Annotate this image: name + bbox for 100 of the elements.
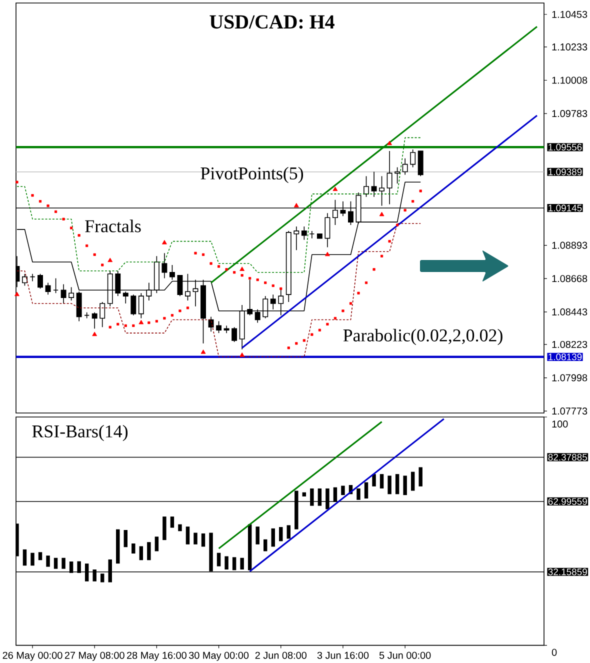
- point: [54, 210, 58, 213]
- y-tick-label: 1.08668: [552, 275, 588, 282]
- point: [280, 287, 282, 290]
- x-tick-label: 27 May 08:00: [64, 652, 124, 661]
- y-tick-label: 1.09783: [552, 110, 588, 118]
- ref-line-label: 32.15859: [548, 568, 587, 576]
- point: [412, 200, 414, 203]
- point: [148, 321, 150, 324]
- y-tick-label: 1.10008: [552, 76, 588, 84]
- annotation: Parabolic(0.02,2,0.02): [343, 328, 502, 346]
- candlestick: [130, 294, 136, 316]
- candlestick: [402, 158, 408, 176]
- candlestick: [301, 226, 307, 240]
- candlestick: [60, 284, 66, 304]
- point: [14, 292, 20, 296]
- candlestick: [169, 264, 175, 280]
- x-tick-label: 3 Jun 16:00: [317, 652, 369, 659]
- x-tick-label: 5 Jun 00:00: [379, 652, 431, 659]
- y-tick-label: 1.10453: [552, 10, 588, 18]
- x-tick-label: 28 May 16:00: [127, 652, 186, 661]
- point: [396, 224, 399, 226]
- candlestick: [185, 273, 190, 301]
- candlestick: [177, 274, 183, 296]
- point: [364, 281, 368, 284]
- point: [240, 274, 244, 277]
- annotation: Fractals: [85, 220, 141, 232]
- point: [248, 277, 252, 280]
- annotation: RSI-Bars(14): [32, 424, 128, 442]
- point: [380, 254, 384, 258]
- point: [225, 268, 228, 271]
- ref-line-label: 1.08139: [548, 354, 582, 360]
- point: [295, 342, 298, 345]
- y-tick-label: 0: [552, 648, 557, 656]
- candlestick: [92, 312, 98, 330]
- candlestick: [22, 273, 28, 286]
- point: [419, 190, 422, 192]
- point: [404, 208, 406, 212]
- point: [332, 186, 338, 191]
- x-tick-label: 2 Jun 08:00: [255, 652, 307, 659]
- point: [38, 200, 42, 203]
- point: [326, 322, 329, 326]
- x-tick-label: 30 May 00:00: [188, 652, 249, 661]
- y-tick-label: 100: [552, 420, 568, 428]
- point: [318, 328, 321, 332]
- point: [233, 271, 236, 274]
- point: [240, 266, 245, 271]
- point: [310, 333, 314, 336]
- candlestick: [30, 273, 36, 282]
- point: [334, 316, 337, 320]
- point: [108, 326, 112, 328]
- candlestick: [68, 286, 74, 301]
- point: [78, 234, 80, 237]
- point: [302, 339, 306, 342]
- candlestick: [53, 278, 59, 294]
- candlestick: [394, 166, 400, 184]
- point: [170, 314, 174, 317]
- candlestick: [386, 150, 392, 205]
- point: [70, 226, 73, 230]
- point: [46, 204, 50, 208]
- point: [264, 281, 267, 284]
- point: [116, 322, 120, 326]
- y-tick-label: 1.08223: [552, 340, 588, 348]
- candlestick: [371, 171, 377, 198]
- y-tick-label: 1.07773: [552, 408, 588, 415]
- point: [31, 194, 34, 197]
- point: [16, 180, 18, 184]
- point: [342, 310, 344, 312]
- ref-line-label: 1.09556: [548, 144, 582, 151]
- candlestick: [115, 270, 121, 296]
- point: [272, 284, 274, 287]
- candlestick: [294, 226, 300, 251]
- ref-line-label: 1.09389: [548, 168, 582, 176]
- candlestick: [138, 292, 144, 319]
- ref-line-label: 1.09145: [548, 204, 582, 212]
- candlestick: [418, 150, 424, 177]
- point: [325, 252, 330, 256]
- candlestick: [309, 230, 315, 239]
- chart-title: USD/CAD: H4: [210, 15, 334, 29]
- point: [62, 218, 65, 220]
- candlestick: [232, 326, 238, 342]
- point: [200, 350, 206, 354]
- point: [194, 252, 197, 254]
- candlestick: [364, 176, 369, 198]
- point: [387, 140, 392, 146]
- point: [287, 346, 290, 350]
- point: [124, 324, 127, 327]
- ref-line-label: 62.99559: [548, 498, 587, 505]
- candlestick: [324, 212, 330, 248]
- candlestick: [38, 273, 43, 290]
- point: [178, 310, 182, 312]
- ref-line-label: 82.37885: [548, 454, 587, 461]
- point: [138, 320, 144, 324]
- point: [92, 332, 98, 336]
- x-tick-label: 26 May 00:00: [2, 652, 62, 661]
- point: [217, 265, 220, 268]
- point: [388, 240, 391, 243]
- point: [155, 320, 158, 323]
- candlestick: [162, 252, 168, 279]
- point: [210, 262, 212, 265]
- annotation: PivotPoints(5): [200, 166, 304, 184]
